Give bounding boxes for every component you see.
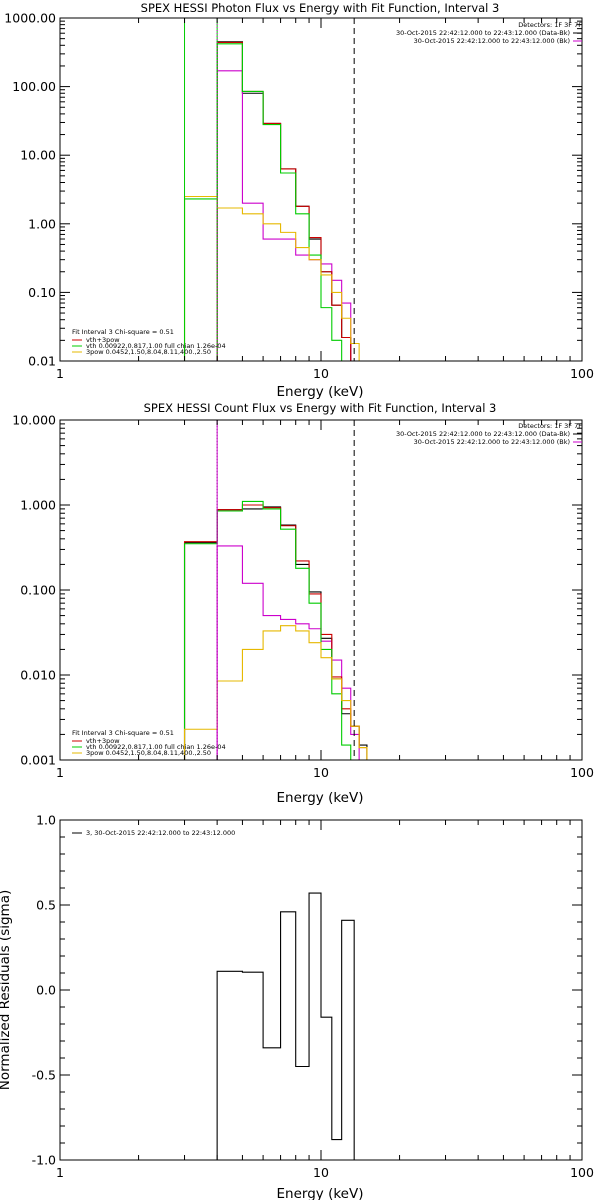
y-tick-label: -0.5 — [32, 1068, 56, 1083]
panel1-legend-bk: 30-Oct-2015 22:42:12.000 to 22:43:12.000… — [414, 37, 570, 45]
series-5-line — [183, 195, 375, 361]
panel2-legend-vth: vth 0.00922,0.817,1.00 full chian 1.26e-… — [86, 743, 226, 751]
series-4-line — [183, 500, 352, 760]
panel1-x-axis-label: Energy (keV) — [277, 384, 364, 400]
y-tick-label: 1.0 — [36, 813, 56, 828]
panel1-fit-header: Fit Interval 3 Chi-square = 0.51 — [72, 328, 174, 336]
y-tick-label: 10.000 — [12, 413, 56, 428]
plot-frame — [59, 419, 583, 761]
panel2-legend-vth3pow: vth+3pow — [86, 737, 120, 745]
panel2-title: SPEX HESSI Count Flux vs Energy with Fit… — [144, 401, 497, 415]
x-tick-label: 10 — [313, 1165, 329, 1180]
x-tick-label: 100 — [570, 1165, 594, 1180]
panel3-y-axis-label: Normalized Residuals (sigma) — [0, 890, 13, 1091]
y-tick-label: 10.00 — [20, 148, 56, 163]
y-tick-label: 0.01 — [28, 354, 56, 369]
y-tick-label: 0.10 — [28, 285, 56, 300]
panel1-detectors-label: Detectors: 1F 3F 7F — [518, 21, 582, 29]
x-tick-label: 100 — [570, 366, 594, 381]
photon-flux-panel: SPEX HESSI Photon Flux vs Energy with Fi… — [4, 1, 594, 400]
panel1-title: SPEX HESSI Photon Flux vs Energy with Fi… — [141, 1, 500, 15]
panel2-legend-bk: 30-Oct-2015 22:42:12.000 to 22:43:12.000… — [414, 438, 570, 446]
panel2-detectors-label: Detectors: 1F 3F 7F — [518, 422, 582, 430]
panel3-legend-label: 3, 30-Oct-2015 22:42:12.000 to 22:43:12.… — [86, 829, 235, 837]
y-tick-label: 1.000 — [20, 498, 56, 513]
x-tick-label: 1 — [56, 765, 64, 780]
y-tick-label: 100.00 — [12, 79, 56, 94]
y-tick-label: 1.00 — [28, 216, 56, 231]
series-1-line — [216, 892, 355, 1160]
series-2-line — [216, 70, 360, 361]
count-flux-panel: SPEX HESSI Count Flux vs Energy with Fit… — [12, 401, 594, 806]
series-4-line — [183, 43, 351, 361]
series-1-line — [183, 506, 368, 760]
y-tick-label: -1.0 — [32, 1153, 56, 1168]
panel1-legend-vth: vth 0.00922,0.817,1.00 full chian 1.26e-… — [86, 342, 226, 350]
x-tick-label: 10 — [313, 366, 329, 381]
y-tick-label: 0.001 — [20, 753, 56, 768]
plot-frame — [59, 17, 583, 362]
panel1-legend-data-bk: 30-Oct-2015 22:42:12.000 to 22:43:12.000… — [396, 29, 570, 37]
y-tick-label: 0.010 — [20, 668, 56, 683]
panel1-legend-vth3pow: vth+3pow — [86, 336, 120, 344]
panel2-x-axis-label: Energy (keV) — [277, 790, 364, 806]
y-tick-label: 0.5 — [36, 898, 56, 913]
panel3-x-axis-label: Energy (keV) — [277, 1186, 364, 1200]
panel2-legend-data-bk: 30-Oct-2015 22:42:12.000 to 22:43:12.000… — [396, 430, 570, 438]
x-tick-label: 10 — [313, 765, 329, 780]
panel2-fit-header: Fit Interval 3 Chi-square = 0.51 — [72, 729, 174, 737]
panel2-legend-3pow: 3pow 0.0452,1.50,8.04,8.11,400.,2.50 — [86, 749, 211, 757]
series-2-line — [216, 545, 360, 760]
series-5-line — [183, 625, 368, 760]
y-tick-label: 0.0 — [36, 983, 56, 998]
residuals-panel: 1 10 100 -1.0 -0.5 0.0 0.5 1.0 Energy (keV) Nor… — [0, 813, 594, 1200]
y-tick-label: 1000.00 — [4, 11, 56, 26]
y-tick-label: 0.100 — [20, 583, 56, 598]
x-tick-label: 100 — [570, 765, 594, 780]
panel1-legend-3pow: 3pow 0.0452,1.50,8.04,8.11,400.,2.50 — [86, 348, 211, 356]
x-tick-label: 1 — [56, 366, 64, 381]
x-tick-label: 1 — [56, 1165, 64, 1180]
